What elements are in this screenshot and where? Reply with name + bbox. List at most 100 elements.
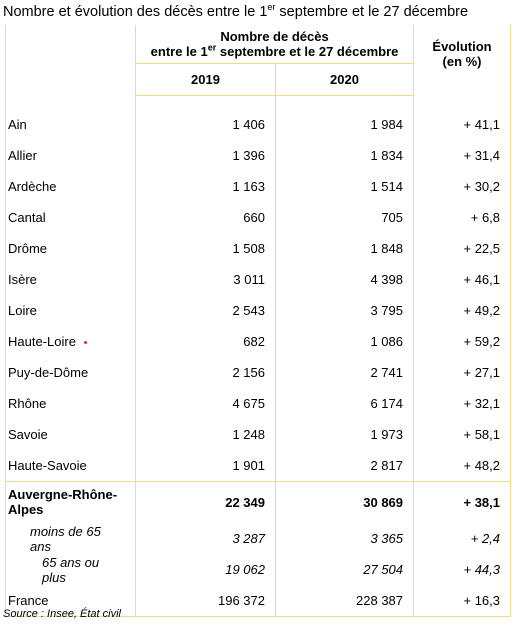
cell: 228 387 <box>274 585 415 617</box>
cell-text: 1 406 <box>232 117 265 132</box>
cell-text: + 59,2 <box>463 334 501 349</box>
cell-text: 660 <box>243 210 265 225</box>
cell-text: 2 156 <box>232 365 265 380</box>
cell: + 2,4 <box>413 523 512 554</box>
cell-text: 682 <box>243 334 265 349</box>
cell: + 38,1 <box>413 480 512 523</box>
header-text: septembre et le 27 décembre <box>216 44 399 59</box>
title: Nombre et évolution des décès entre le 1… <box>3 3 469 20</box>
cell-text: 19 062 <box>225 562 265 577</box>
cell: 2 741 <box>274 357 415 388</box>
row-label: Loire <box>5 295 136 326</box>
table-row: Cantal 660 705 + 6,8 <box>5 202 512 233</box>
table-row: Puy-de-Dôme 2 156 2 741 + 27,1 <box>5 357 512 388</box>
cell-text: 1 834 <box>370 148 404 163</box>
cell: 1 848 <box>274 233 415 264</box>
marker-dot <box>83 341 87 345</box>
header-row: Nombre de décès entre le 1er septembre et… <box>5 25 512 95</box>
cell: 19 062 <box>135 554 276 585</box>
cell-text: Drôme <box>8 241 48 256</box>
header-text: Nombre de décès <box>220 29 329 44</box>
cell: + 16,3 <box>413 585 512 617</box>
cell: 1 984 <box>274 109 415 140</box>
cell-text: + 22,5 <box>463 241 501 256</box>
cell-text: + 38,1 <box>463 494 501 510</box>
cell: + 59,2 <box>413 326 512 357</box>
row-label: Rhône <box>5 388 136 419</box>
cell: 1 973 <box>274 419 415 450</box>
cell-text: 4 398 <box>370 272 404 287</box>
cell-text: Isère <box>8 272 37 287</box>
cell-text: 6 174 <box>370 396 404 411</box>
cell-text: 705 <box>381 210 404 225</box>
row-label: Ardèche <box>5 171 136 202</box>
cell-text: 3 287 <box>232 531 265 546</box>
cell: 682 <box>135 326 276 357</box>
table-row: Isère 3 011 4 398 + 46,1 <box>5 264 512 295</box>
row-label: Puy-de-Dôme <box>5 357 136 388</box>
cell-text: Cantal <box>8 210 46 225</box>
cell-text: + 16,3 <box>463 592 501 608</box>
cell: 1 514 <box>274 171 415 202</box>
table-row: Savoie 1 248 1 973 + 58,1 <box>5 419 512 450</box>
cell: 196 372 <box>135 585 276 617</box>
cell: + 22,5 <box>413 233 512 264</box>
cell-text: Haute-Savoie <box>8 457 87 473</box>
cell-text: 2 543 <box>232 303 265 318</box>
cell-text: 228 387 <box>356 592 404 608</box>
cell-text: 3 365 <box>370 531 404 546</box>
cell: + 31,4 <box>413 140 512 171</box>
header-text: Évolution <box>432 39 492 54</box>
cell-text: France <box>8 592 49 608</box>
row-label: Drôme <box>5 233 136 264</box>
row-label: Allier <box>5 140 136 171</box>
table-row: Auvergne-Rhône-Alpes 22 349 30 869 + 38,1 <box>5 480 512 523</box>
table: Nombre de décès entre le 1er septembre et… <box>5 25 512 617</box>
cell: + 30,2 <box>413 171 512 202</box>
table-row: France 196 372 228 387 + 16,3 <box>5 585 512 617</box>
cell: 2 543 <box>135 295 276 326</box>
header-cell: 2019 <box>135 63 276 96</box>
row-label: Haute-Savoie <box>5 450 136 481</box>
table-row: Haute-Savoie 1 901 2 817 + 48,2 <box>5 450 512 481</box>
title-text: septembre et le 27 décembre <box>275 4 469 20</box>
cell-text: 1 848 <box>370 241 404 256</box>
table-row: 65 ans ou plus 19 062 27 504 + 44,3 <box>5 554 512 585</box>
cell: 1 248 <box>135 419 276 450</box>
header-cell: 2020 <box>274 63 415 96</box>
table-row: Ardèche 1 163 1 514 + 30,2 <box>5 171 512 202</box>
cell-text: + 58,1 <box>463 427 501 442</box>
row-label: Auvergne-Rhône-Alpes <box>5 480 136 523</box>
cell: + 44,3 <box>413 554 512 585</box>
cell-text: + 32,1 <box>463 396 501 411</box>
cell: 660 <box>135 202 276 233</box>
cell-text: Rhône <box>8 396 47 411</box>
cell: 705 <box>274 202 415 233</box>
table-row: Loire 2 543 3 795 + 49,2 <box>5 295 512 326</box>
title-text: Nombre et évolution des décès entre le 1 <box>3 4 268 20</box>
cell-text: 1 901 <box>232 457 265 473</box>
cell: 1 396 <box>135 140 276 171</box>
cell: 3 795 <box>274 295 415 326</box>
cell-text: + 31,4 <box>463 148 501 163</box>
cell-text: 2 817 <box>370 457 404 473</box>
source: Source : Insee, État civil <box>3 608 121 620</box>
table-row: Haute-Loire 682 1 086 + 59,2 <box>5 326 512 357</box>
cell-text: 1 163 <box>232 179 265 194</box>
cell: 27 504 <box>274 554 415 585</box>
cell-text: 1 984 <box>370 117 404 132</box>
header-cell: Évolution (en %) <box>413 25 512 95</box>
row-label: Savoie <box>5 419 136 450</box>
cell: 1 406 <box>135 109 276 140</box>
table-row: Ain 1 406 1 984 + 41,1 <box>5 109 512 140</box>
row-label: 65 ans ou plus <box>5 554 136 585</box>
cell-text: Puy-de-Dôme <box>8 365 89 380</box>
cell-text: + 2,4 <box>470 531 501 546</box>
table-row: Rhône 4 675 6 174 + 32,1 <box>5 388 512 419</box>
header-sup: er <box>207 42 217 53</box>
cell: + 32,1 <box>413 388 512 419</box>
table-row: Drôme 1 508 1 848 + 22,5 <box>5 233 512 264</box>
cell: + 58,1 <box>413 419 512 450</box>
cell-text: + 49,2 <box>463 303 501 318</box>
